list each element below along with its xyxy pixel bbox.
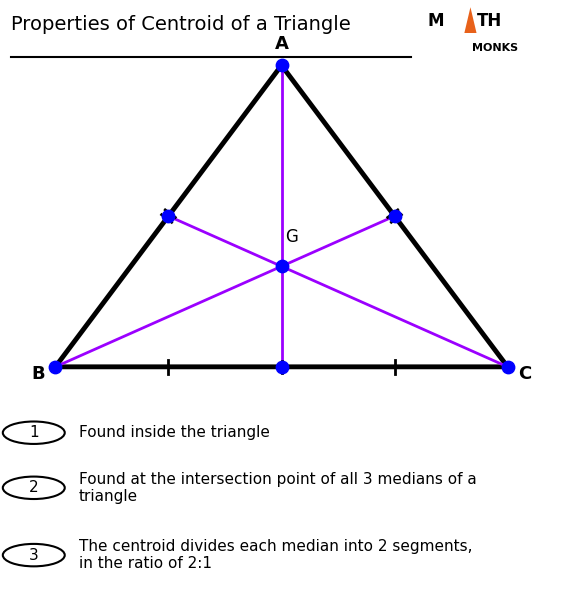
Text: M: M: [428, 12, 444, 30]
Point: [277, 362, 286, 371]
Text: 3: 3: [29, 548, 39, 563]
Text: B: B: [32, 365, 46, 383]
Text: G: G: [285, 228, 298, 246]
Text: C: C: [517, 365, 531, 383]
Text: The centroid divides each median into 2 segments,
in the ratio of 2:1: The centroid divides each median into 2 …: [79, 539, 472, 571]
Text: 1: 1: [29, 425, 39, 440]
Text: Properties of Centroid of a Triangle: Properties of Centroid of a Triangle: [11, 14, 351, 34]
Point: [164, 211, 173, 221]
Text: MONKS: MONKS: [472, 43, 519, 53]
Point: [390, 211, 399, 221]
Point: [277, 61, 286, 70]
Point: [277, 262, 286, 271]
Point: [51, 362, 60, 371]
Text: TH: TH: [476, 12, 502, 30]
Text: 2: 2: [29, 480, 39, 495]
Point: [503, 362, 512, 371]
Text: Found at the intersection point of all 3 medians of a
triangle: Found at the intersection point of all 3…: [79, 472, 476, 504]
Text: Found inside the triangle: Found inside the triangle: [79, 425, 270, 440]
Text: A: A: [275, 35, 288, 53]
Polygon shape: [464, 7, 476, 33]
